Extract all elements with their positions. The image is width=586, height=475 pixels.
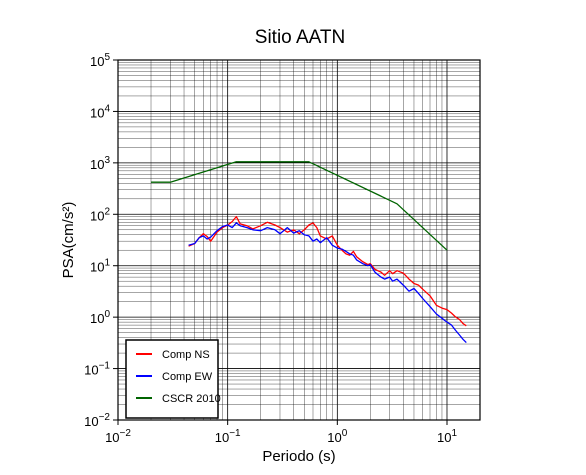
legend-label: CSCR 2010 — [162, 393, 221, 405]
legend-label: Comp NS — [162, 349, 210, 361]
legend: Comp NS Comp EW CSCR 2010 — [125, 339, 221, 419]
ticks: 10−2 10−1 100 101 10−2 10−1 100 101 102 103 104 105 — [84, 52, 457, 445]
y-tick-label: 103 — [90, 155, 110, 172]
y-tick-label: 104 — [90, 103, 110, 120]
y-tick-label: 101 — [90, 258, 110, 275]
x-tick-label: 100 — [327, 428, 347, 445]
x-tick-label: 10−2 — [105, 428, 131, 445]
grid — [118, 60, 480, 420]
series-line-cscr-2010 — [151, 161, 448, 251]
x-tick-label: 101 — [437, 428, 457, 445]
series-layer — [151, 161, 467, 344]
chart-title: Sitio AATN — [255, 27, 345, 48]
x-axis-label: Periodo (s) — [262, 448, 335, 465]
y-tick-label: 105 — [90, 52, 110, 69]
y-axis-label: PSA(cm/s²) — [60, 202, 77, 279]
plot-frame — [117, 59, 481, 421]
legend-label: Comp EW — [162, 371, 213, 383]
series-line-comp-ns — [188, 215, 467, 327]
y-tick-label: 10−1 — [84, 361, 110, 378]
y-tick-label: 10−2 — [84, 412, 110, 429]
y-tick-label: 100 — [90, 309, 110, 326]
y-tick-label: 102 — [90, 206, 110, 223]
series-line-comp-ew — [188, 222, 467, 344]
x-tick-label: 10−1 — [215, 428, 241, 445]
